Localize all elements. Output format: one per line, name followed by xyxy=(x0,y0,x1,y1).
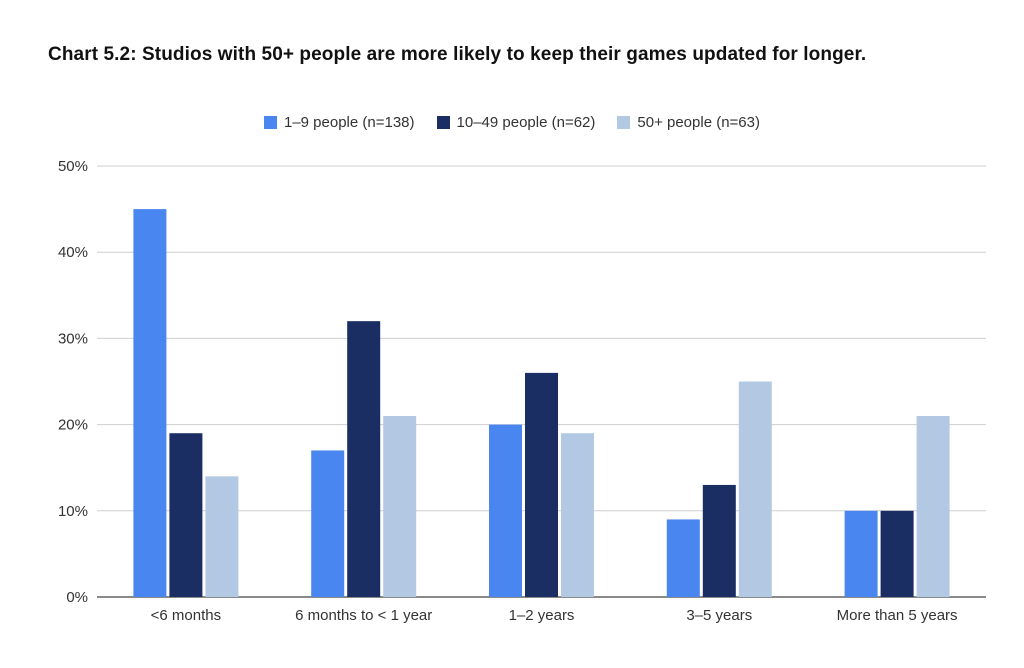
bar xyxy=(738,381,772,597)
bar xyxy=(916,415,950,597)
bar xyxy=(205,476,239,597)
y-tick-label: 40% xyxy=(58,244,88,261)
bar xyxy=(880,510,914,597)
chart-title: Chart 5.2: Studios with 50+ people are m… xyxy=(48,44,867,65)
bar xyxy=(489,424,522,597)
legend-swatch-1-9 xyxy=(263,116,277,129)
legend-item-1-9: 1–9 people (n=138) xyxy=(263,114,415,131)
bar xyxy=(133,209,167,597)
legend-label-10-49: 10–49 people (n=62) xyxy=(456,114,596,131)
y-tick-label: 10% xyxy=(58,503,88,520)
legend-item-50plus: 50+ people (n=63) xyxy=(617,114,760,131)
x-tick-label: More than 5 years xyxy=(837,607,958,624)
y-tick-label: 20% xyxy=(58,417,88,434)
bar xyxy=(347,321,381,597)
legend-label-50plus: 50+ people (n=63) xyxy=(637,114,760,131)
x-tick-label: 6 months to < 1 year xyxy=(295,607,432,624)
legend: 1–9 people (n=138) 10–49 people (n=62) 5… xyxy=(0,114,1024,131)
y-tick-label: 30% xyxy=(58,330,88,347)
bar xyxy=(666,519,700,597)
bar xyxy=(311,450,345,597)
bar xyxy=(383,415,417,597)
bar xyxy=(169,433,203,597)
y-tick-label: 0% xyxy=(66,589,88,606)
x-tick-label: <6 months xyxy=(151,607,221,624)
x-tick-label: 3–5 years xyxy=(686,607,752,624)
x-tick-label: 1–2 years xyxy=(509,607,575,624)
bar xyxy=(561,433,594,597)
legend-label-1-9: 1–9 people (n=138) xyxy=(283,114,415,131)
legend-item-10-49: 10–49 people (n=62) xyxy=(436,114,596,131)
legend-swatch-50plus xyxy=(617,116,631,129)
bar xyxy=(702,484,736,597)
y-tick-label: 50% xyxy=(58,158,88,175)
bar xyxy=(525,372,558,597)
bar xyxy=(844,510,878,597)
legend-swatch-10-49 xyxy=(436,116,450,129)
